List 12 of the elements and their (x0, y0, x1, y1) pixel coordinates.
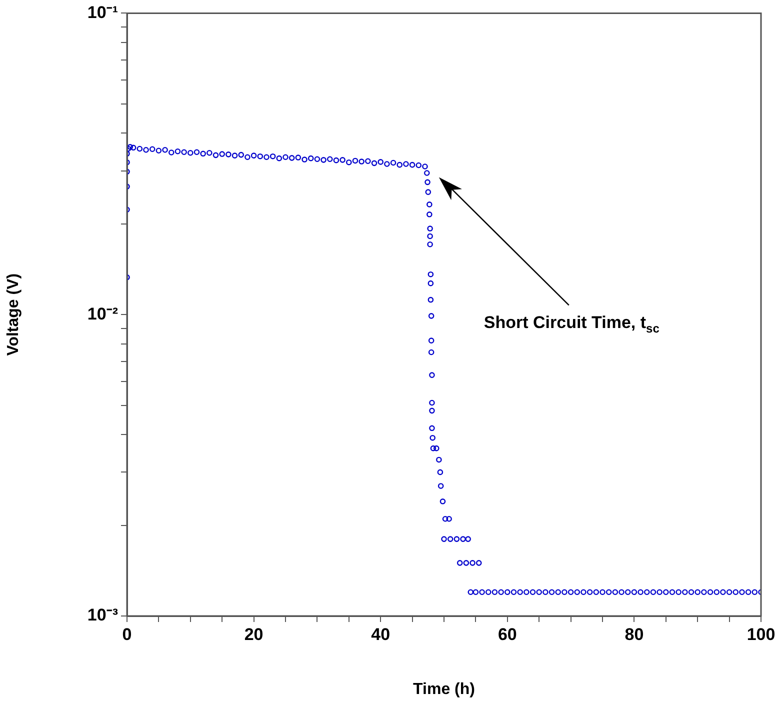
x-tick-label: 20 (244, 624, 264, 644)
x-tick-label: 80 (624, 624, 644, 644)
y-tick-label: 10⁻² (87, 304, 118, 324)
x-tick-label: 0 (122, 624, 132, 644)
y-tick-label: 10⁻¹ (87, 2, 118, 22)
y-axis-title: Voltage (V) (5, 273, 22, 356)
x-tick-label: 40 (371, 624, 390, 644)
x-tick-label: 100 (746, 624, 776, 644)
annotation: Short Circuit Time, t$_{sc}$ (484, 313, 660, 336)
y-tick-label: 10⁻³ (87, 606, 118, 625)
x-tick-label: 60 (498, 624, 517, 644)
x-axis-title: Time (h) (413, 680, 475, 698)
